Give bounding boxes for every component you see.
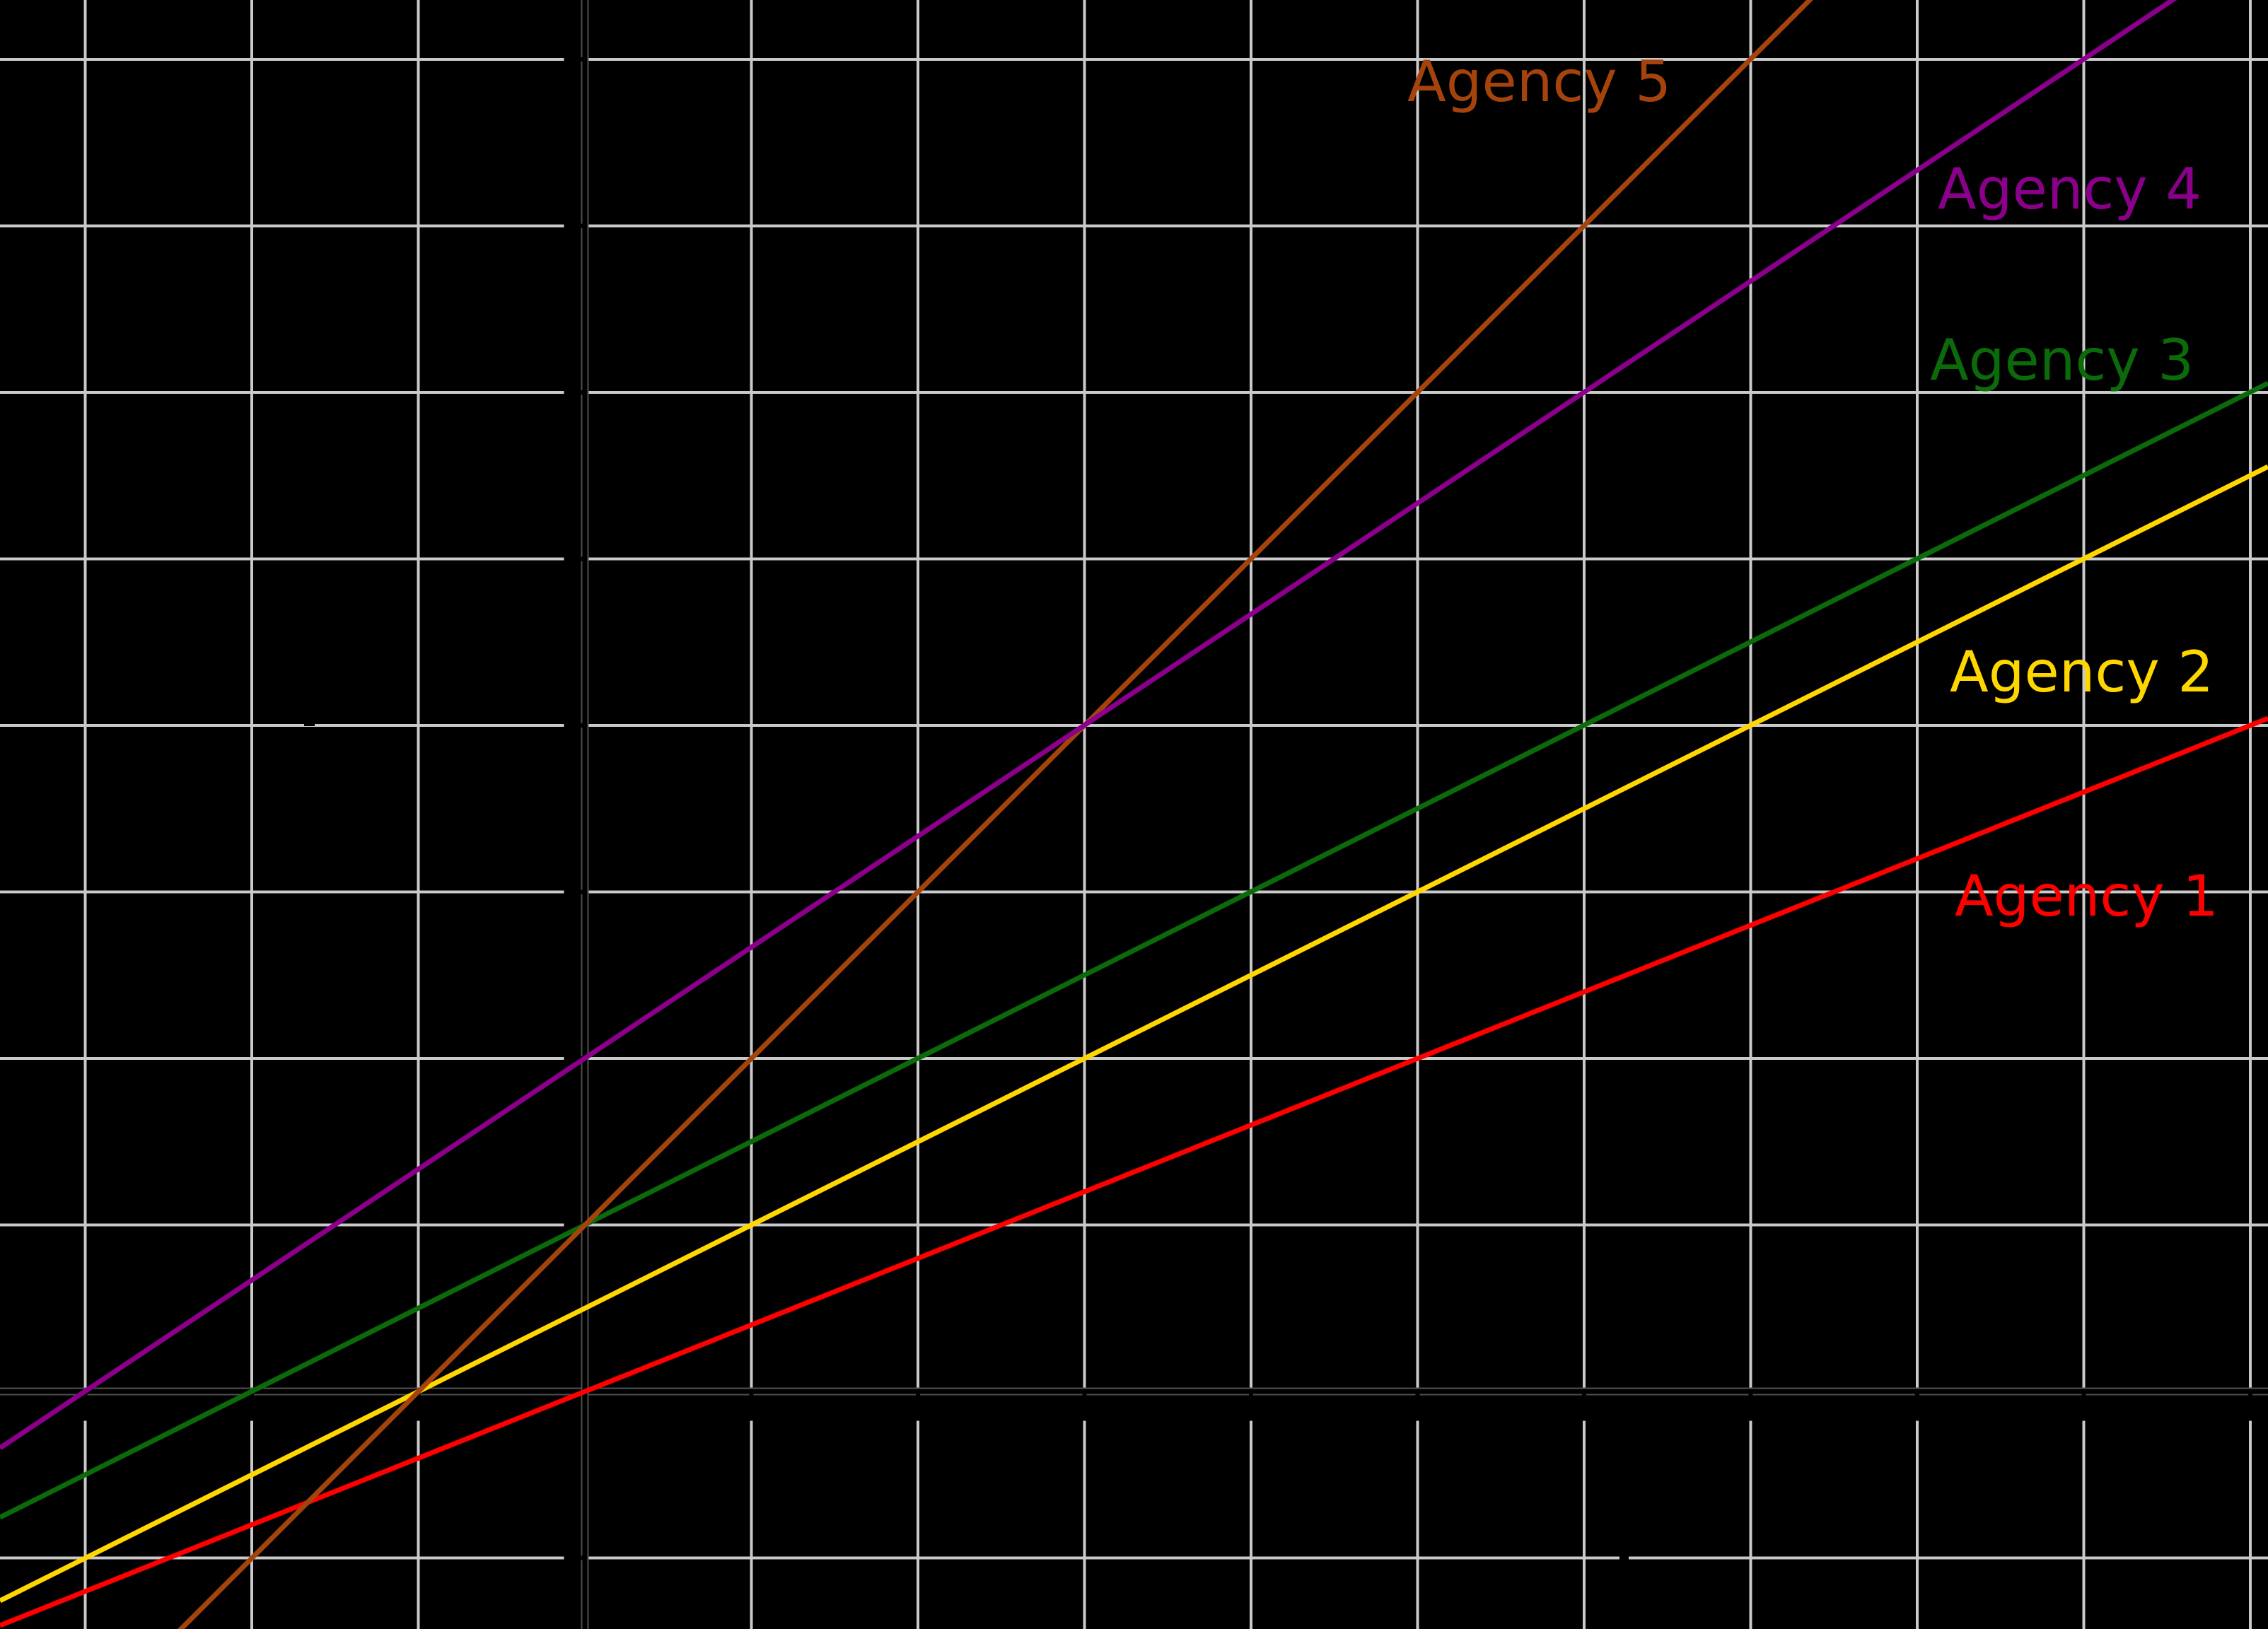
y-tick-notch bbox=[564, 223, 583, 228]
line-agency-1 bbox=[0, 716, 2268, 1628]
line-agency-3 bbox=[0, 380, 2268, 1520]
label-agency-5: Agency 5 bbox=[1407, 49, 1671, 115]
y-tick-notch bbox=[564, 1555, 583, 1560]
x-tick-notch bbox=[1915, 1394, 1919, 1421]
x-tick-notch bbox=[416, 1394, 421, 1421]
line-agency-2 bbox=[0, 464, 2268, 1604]
text-fragment-notch bbox=[304, 720, 315, 726]
x-tick-notch bbox=[916, 1394, 920, 1421]
x-tick-notch bbox=[83, 1394, 88, 1421]
line-agency-4 bbox=[0, 0, 2177, 1450]
label-agency-2: Agency 2 bbox=[1950, 639, 2214, 705]
text-fragment-notch bbox=[333, 383, 343, 389]
x-tick-notch bbox=[1249, 1394, 1253, 1421]
y-tick-notch bbox=[564, 390, 583, 395]
x-tick-notch bbox=[250, 1394, 254, 1421]
label-agency-3: Agency 3 bbox=[1930, 327, 2194, 393]
y-tick-notch bbox=[564, 556, 583, 561]
label-agency-4: Agency 4 bbox=[1938, 156, 2202, 222]
y-tick-notch bbox=[564, 1056, 583, 1061]
label-agency-1: Agency 1 bbox=[1955, 863, 2218, 929]
y-tick-notch bbox=[564, 1222, 583, 1227]
x-tick-notch bbox=[1415, 1394, 1420, 1421]
y-tick-notch bbox=[564, 57, 583, 62]
x-tick-notch bbox=[2081, 1394, 2086, 1421]
x-tick-notch bbox=[2248, 1394, 2252, 1421]
text-fragment-notch bbox=[1619, 1555, 1629, 1560]
y-tick-notch bbox=[564, 889, 583, 894]
x-tick-notch bbox=[1748, 1394, 1753, 1421]
x-tick-notch bbox=[1582, 1394, 1586, 1421]
y-tick-notch bbox=[564, 723, 583, 728]
x-tick-notch bbox=[1082, 1394, 1087, 1421]
x-tick-notch bbox=[749, 1394, 754, 1421]
line-agency-5 bbox=[178, 0, 1813, 1629]
